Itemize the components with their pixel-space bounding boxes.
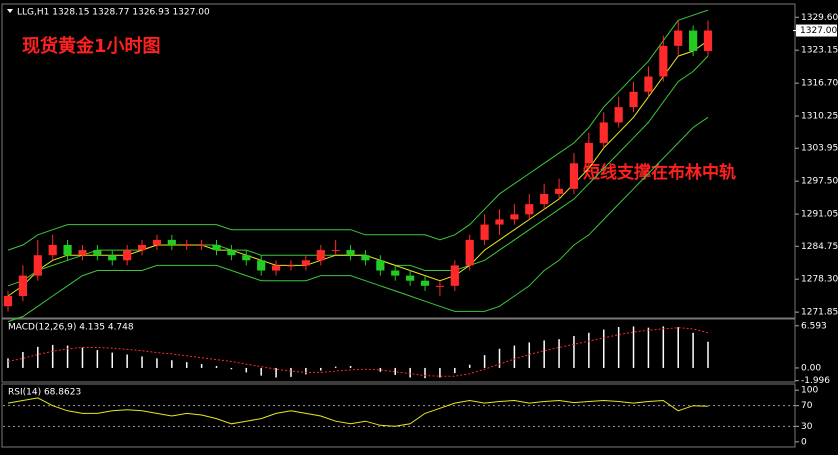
y-tick-label: -1.996: [801, 376, 830, 386]
candle-body: [63, 244, 72, 256]
candle-body: [554, 188, 564, 194]
macd-panel: [1, 318, 796, 383]
candle-body: [659, 45, 668, 77]
candle-body: [331, 250, 340, 252]
candle-body: [406, 275, 415, 281]
candle-body: [420, 280, 430, 286]
candle-body: [495, 219, 504, 225]
candle-body: [376, 260, 385, 271]
y-tick-label: 1316.70: [801, 79, 838, 89]
menu-arrow: [7, 9, 13, 13]
y-tick-label: 1323.15: [801, 46, 838, 56]
y-tick-label: 1278.30: [801, 275, 838, 285]
candle-body: [644, 76, 653, 92]
chart-title: 现货黄金1小时图: [22, 35, 161, 57]
candle-body: [614, 107, 623, 123]
candle-body: [108, 255, 117, 261]
candle-body: [569, 163, 579, 189]
candle-body: [316, 250, 325, 261]
candle-body: [450, 265, 459, 286]
candle-body: [271, 265, 281, 271]
candle-body: [525, 204, 534, 215]
candle-body: [197, 244, 206, 246]
rsi-line: [7, 397, 709, 427]
signal-line: [7, 327, 709, 377]
candle-body: [465, 239, 474, 266]
band-line: [7, 116, 709, 323]
y-tick-label: 100: [801, 386, 818, 396]
candle-body: [584, 142, 593, 164]
candle-body: [301, 260, 310, 266]
y-tick-label: 1329.60: [801, 13, 838, 23]
rsi-title: RSI(14) 68.8623: [8, 388, 81, 398]
candle-body: [391, 270, 400, 276]
y-tick-label: 70: [801, 401, 813, 411]
candle-body: [257, 260, 266, 271]
candle-body: [674, 30, 683, 46]
candle-body: [361, 255, 370, 261]
y-tick-label: 30: [801, 422, 813, 432]
candle-body: [435, 285, 445, 287]
candle-body: [510, 214, 519, 220]
candle-body: [242, 255, 251, 261]
candle-body: [540, 193, 549, 205]
y-tick-label: 6.593: [801, 321, 827, 331]
candle-body: [78, 250, 87, 256]
y-tick-label: 1284.75: [801, 242, 838, 252]
candle-body: [703, 30, 713, 51]
candle-body: [629, 91, 638, 108]
symbol-header: LLG,H1 1328.15 1328.77 1326.93 1327.00: [17, 8, 210, 18]
band-line: [7, 9, 709, 251]
candle-body: [346, 250, 355, 256]
y-tick-label: 1297.50: [801, 177, 838, 187]
candle-body: [152, 239, 162, 245]
candle-body: [599, 122, 608, 143]
y-tick-label: 0.00: [801, 363, 821, 373]
y-tick-label: 0: [801, 437, 807, 447]
annotation: 短线支撑在布林中轨: [583, 162, 736, 183]
candle-body: [286, 265, 296, 267]
candle-body: [48, 244, 57, 256]
candle-body: [227, 250, 236, 256]
candle-body: [689, 30, 698, 51]
y-tick-label: 1291.05: [801, 210, 838, 220]
candle-body: [123, 250, 132, 261]
y-tick-label: 1310.25: [801, 112, 838, 122]
y-tick-label: 1271.85: [801, 308, 838, 318]
candle-body: [18, 275, 27, 297]
candle-body: [3, 296, 13, 307]
last-price-label: 1327.00: [800, 26, 837, 36]
candle-body: [137, 244, 147, 251]
candle-body: [480, 224, 489, 240]
last-price-box: [796, 24, 837, 37]
rsi-panel: [1, 383, 796, 448]
y-tick-label: 1303.95: [801, 144, 838, 154]
candle-body: [93, 250, 102, 256]
price-panel: [1, 3, 796, 319]
candle-body: [212, 244, 221, 251]
candle-body: [182, 244, 191, 246]
macd-title: MACD(12,26,9) 4.135 4.748: [8, 323, 134, 333]
candle-body: [167, 239, 176, 245]
candle-body: [33, 255, 42, 276]
